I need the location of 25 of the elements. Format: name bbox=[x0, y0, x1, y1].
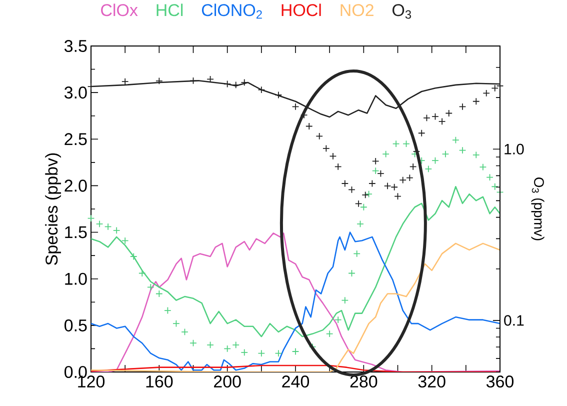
text: HCl bbox=[156, 4, 183, 16]
x-tick-label: 360 bbox=[486, 376, 514, 388]
y-tick-label: 2.5 bbox=[64, 133, 87, 146]
text: NO2 bbox=[340, 4, 374, 16]
y-tick-label: 1.0 bbox=[65, 272, 87, 285]
y-tick-label: 0.0 bbox=[64, 366, 87, 378]
y-tick-label: 3.5 bbox=[64, 40, 87, 52]
x-tick-label: 240 bbox=[282, 376, 310, 388]
y2-tick-label: 1.0 bbox=[504, 144, 524, 154]
text: O$_{3}$ bbox=[392, 4, 412, 19]
y-tick-label: 0.5 bbox=[64, 319, 87, 332]
y-axis-title: Species (ppbv) bbox=[45, 153, 61, 265]
x-tick-label: 320 bbox=[418, 376, 446, 388]
y-tick-label: 1.5 bbox=[65, 226, 87, 238]
x-tick-label: 120 bbox=[78, 376, 105, 388]
y-tick-label: 3.0 bbox=[64, 86, 87, 99]
y2-axis-title: O$_{3}$ (ppmv) bbox=[531, 178, 544, 240]
y2-tick-label: 0.1 bbox=[504, 315, 524, 326]
x-tick-label: 280 bbox=[350, 376, 378, 388]
x-tick-label: 200 bbox=[214, 376, 241, 388]
text: ClOx bbox=[101, 4, 138, 16]
y-tick-label: 2.0 bbox=[64, 180, 87, 192]
x-tick-label: 160 bbox=[146, 376, 173, 388]
text: ClONO$_{2}$ bbox=[202, 4, 262, 19]
text: HOCl bbox=[282, 4, 321, 16]
